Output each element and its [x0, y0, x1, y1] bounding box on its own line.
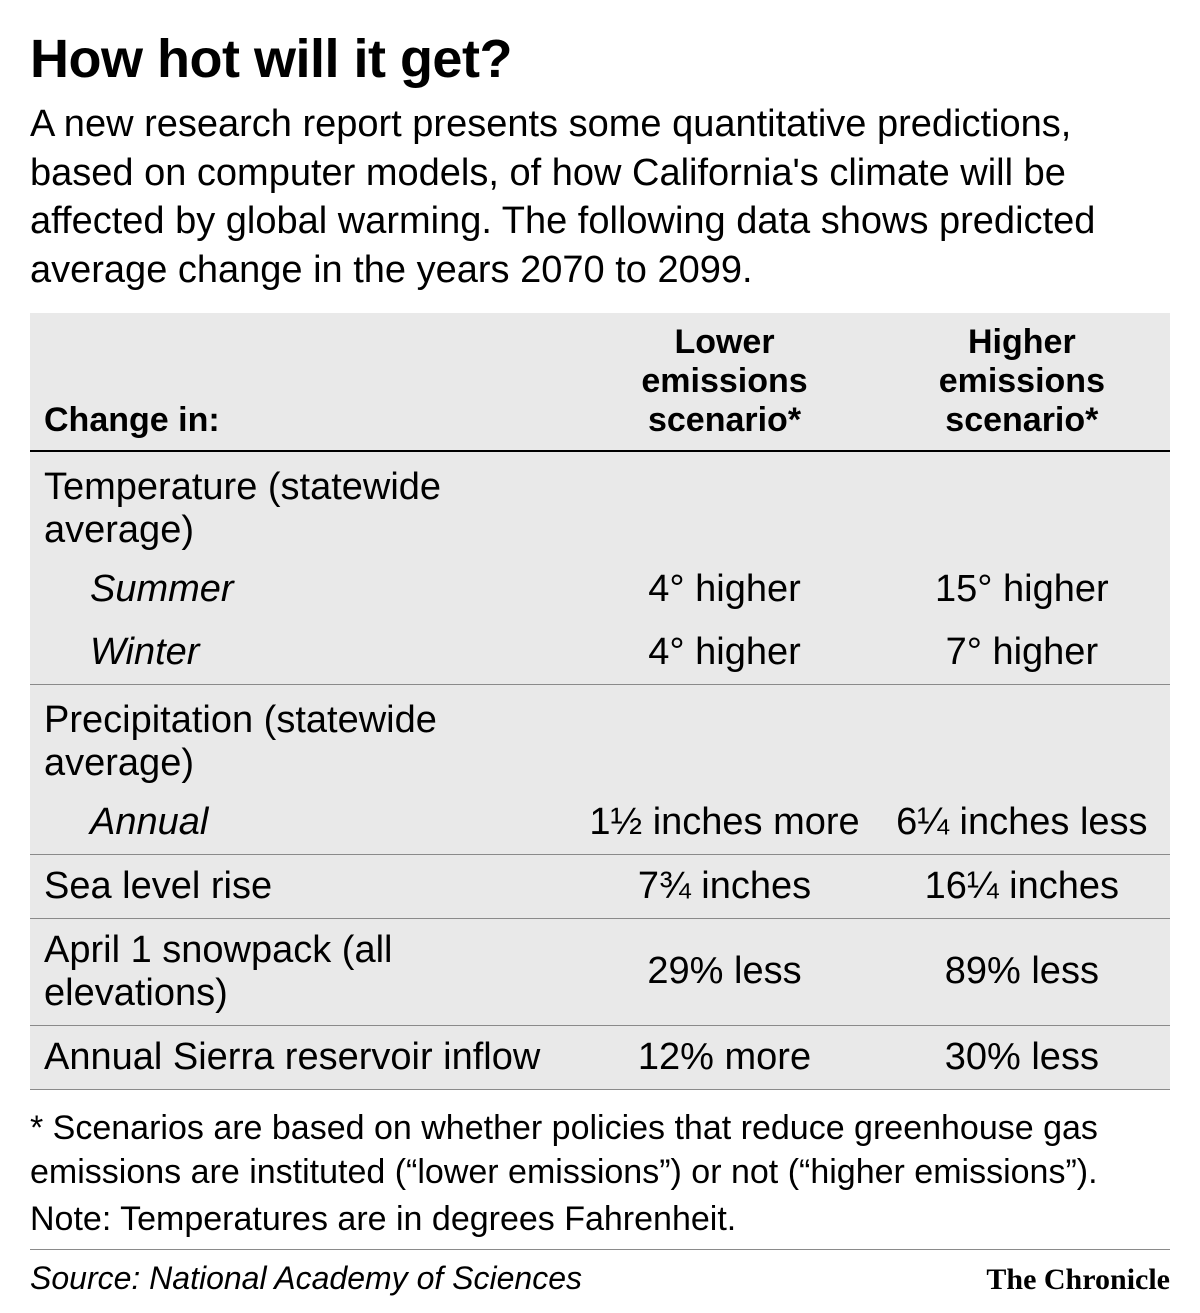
cell-lower: 4° higher	[575, 558, 873, 621]
col-header-lower: Lower emissions scenario*	[575, 313, 873, 451]
intro-paragraph: A new research report presents some quan…	[30, 100, 1170, 295]
row-label: April 1 snowpack (all elevations)	[30, 918, 575, 1025]
infographic-card: How hot will it get? A new research repo…	[0, 0, 1200, 1313]
col-header-change-in: Change in:	[30, 313, 575, 451]
scenario-footnote: * Scenarios are based on whether policie…	[30, 1106, 1170, 1194]
row-label: Winter	[30, 621, 575, 685]
cell-higher: 7° higher	[874, 621, 1170, 685]
cell-higher: 16¼ inches	[874, 854, 1170, 918]
row-label: Summer	[30, 558, 575, 621]
row-label: Annual	[30, 791, 575, 855]
cell-lower: 7¾ inches	[575, 854, 873, 918]
row-snowpack: April 1 snowpack (all elevations) 29% le…	[30, 918, 1170, 1025]
page-title: How hot will it get?	[30, 28, 1170, 90]
cell-higher: 30% less	[874, 1025, 1170, 1089]
section-heading: Temperature (statewide average)	[30, 451, 575, 558]
section-temperature: Temperature (statewide average)	[30, 451, 1170, 558]
publication-name: The Chronicle	[986, 1263, 1170, 1297]
row-label: Annual Sierra reservoir inflow	[30, 1025, 575, 1089]
section-precipitation: Precipitation (statewide average)	[30, 684, 1170, 791]
row-reservoir: Annual Sierra reservoir inflow 12% more …	[30, 1025, 1170, 1089]
cell-higher: 15° higher	[874, 558, 1170, 621]
cell-higher: 89% less	[874, 918, 1170, 1025]
temperature-note: Note: Temperatures are in degrees Fahren…	[30, 1200, 1170, 1239]
source-row: Source: National Academy of Sciences The…	[30, 1260, 1170, 1297]
cell-lower: 4° higher	[575, 621, 873, 685]
predictions-table: Change in: Lower emissions scenario* Hig…	[30, 313, 1170, 1090]
cell-lower: 1½ inches more	[575, 791, 873, 855]
source-text: Source: National Academy of Sciences	[30, 1260, 582, 1297]
divider	[30, 1249, 1170, 1250]
row-temperature-winter: Winter 4° higher 7° higher	[30, 621, 1170, 685]
cell-lower: 12% more	[575, 1025, 873, 1089]
cell-higher: 6¼ inches less	[874, 791, 1170, 855]
cell-lower: 29% less	[575, 918, 873, 1025]
row-precipitation-annual: Annual 1½ inches more 6¼ inches less	[30, 791, 1170, 855]
col-header-higher: Higher emissions scenario*	[874, 313, 1170, 451]
row-temperature-summer: Summer 4° higher 15° higher	[30, 558, 1170, 621]
row-label: Sea level rise	[30, 854, 575, 918]
row-sea-level: Sea level rise 7¾ inches 16¼ inches	[30, 854, 1170, 918]
table-header-row: Change in: Lower emissions scenario* Hig…	[30, 313, 1170, 451]
section-heading: Precipitation (statewide average)	[30, 684, 575, 791]
